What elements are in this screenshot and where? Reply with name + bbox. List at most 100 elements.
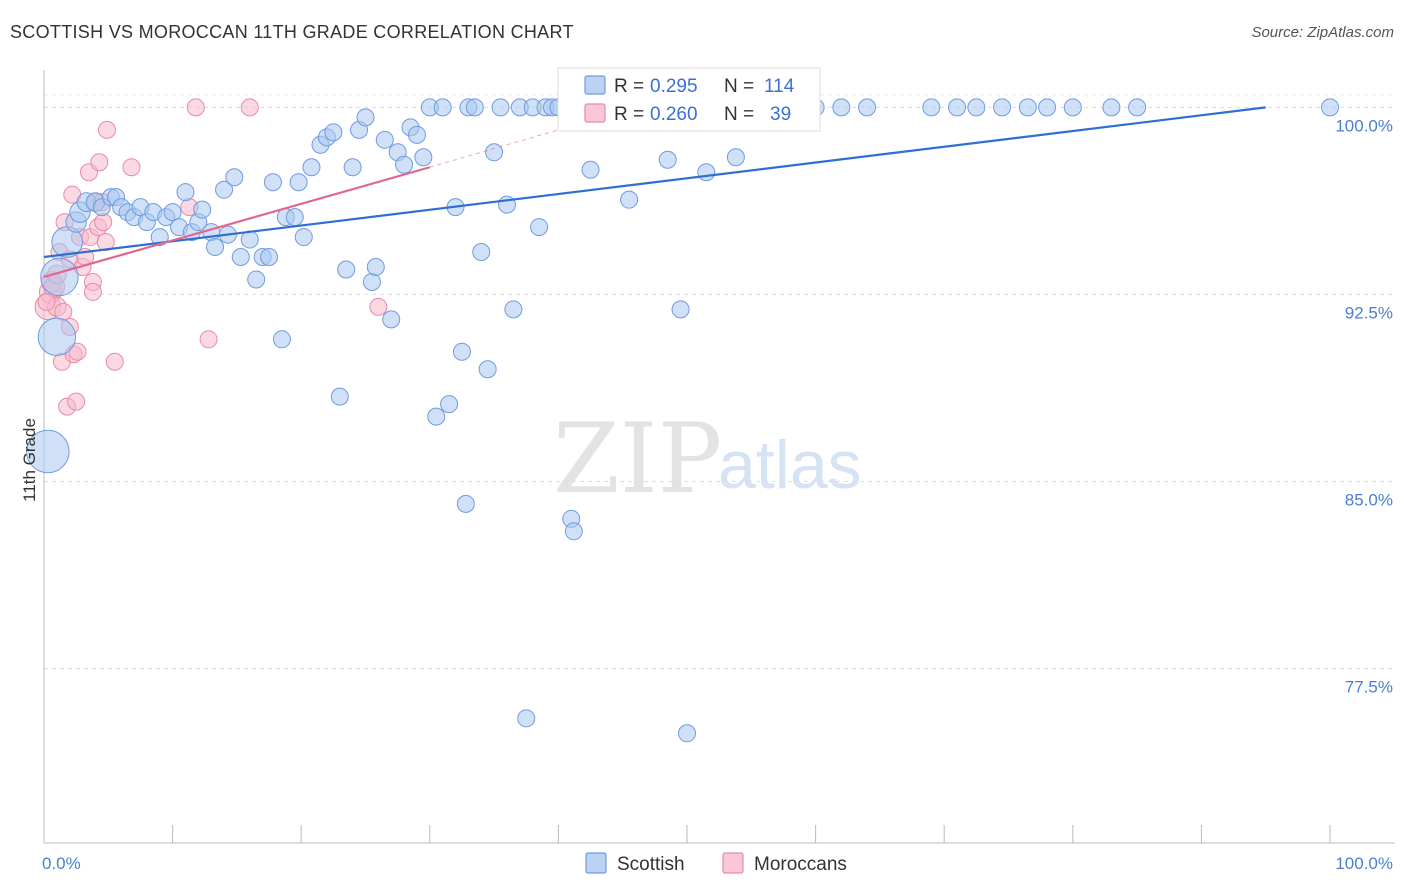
x-tick-label: 0.0%	[42, 854, 81, 873]
watermark-zip: ZIP	[553, 403, 722, 515]
scottish-point	[967, 98, 986, 117]
scottish-point	[337, 260, 356, 279]
moroccan-trendline	[43, 166, 431, 279]
scottish-point	[1128, 98, 1147, 117]
scottish-point	[215, 180, 234, 199]
scottish-point	[260, 248, 279, 267]
moroccan-point	[369, 297, 388, 316]
scottish-point	[948, 98, 967, 117]
scottish-point	[504, 300, 523, 319]
scottish-point	[517, 709, 536, 728]
scottish-point	[375, 130, 394, 149]
moroccan-legend-swatch	[584, 103, 606, 123]
scottish-point	[176, 183, 195, 202]
y-axis-label: 11th Grade	[20, 418, 39, 502]
scottish-bottom-label: Scottish	[617, 854, 685, 875]
scottish-point	[456, 494, 475, 513]
moroccan-bottom-label: Moroccans	[754, 854, 847, 875]
scottish-point	[452, 342, 471, 361]
scottish-point	[472, 243, 491, 262]
scottish-point	[658, 150, 677, 169]
moroccan-r-label: R =	[614, 104, 644, 125]
series-legend: Scottish Moroccans	[585, 852, 847, 875]
scottish-point	[37, 317, 77, 357]
watermark: ZIP atlas	[553, 403, 862, 515]
scottish-point	[478, 360, 497, 379]
watermark-atlas: atlas	[718, 427, 862, 503]
axes	[43, 70, 1395, 844]
scottish-point	[465, 98, 484, 117]
moroccan-r-value: 0.260	[650, 104, 698, 125]
scottish-point	[530, 218, 549, 237]
trend-lines	[43, 106, 1266, 279]
scottish-point	[302, 158, 321, 177]
scottish-n-value: 114	[764, 76, 795, 97]
grid-lines	[44, 94, 1395, 669]
scottish-point	[433, 98, 452, 117]
scottish-legend-swatch	[584, 75, 606, 95]
scottish-point	[1063, 98, 1082, 117]
scottish-point	[726, 148, 745, 167]
scottish-point	[263, 173, 282, 192]
moroccan-trendline-extension	[429, 121, 585, 168]
moroccan-point	[83, 282, 102, 301]
scottish-point	[231, 248, 250, 267]
scottish-point	[1321, 98, 1339, 117]
scottish-point	[832, 98, 851, 117]
scottish-point	[564, 522, 583, 541]
moroccan-point	[98, 120, 117, 139]
scottish-point	[1102, 98, 1121, 117]
scottish-point	[491, 98, 510, 117]
scottish-point	[620, 190, 639, 209]
chart-title: SCOTTISH VS MOROCCAN 11TH GRADE CORRELAT…	[10, 22, 574, 42]
scottish-point	[366, 257, 385, 276]
scottish-point	[395, 155, 414, 174]
moroccan-point	[68, 342, 87, 361]
x-tick-label: 100.0%	[1335, 854, 1393, 873]
moroccan-point	[240, 98, 259, 117]
moroccan-point	[37, 292, 56, 311]
stats-legend: R = 0.295 N = 114 R = 0.260 N = 39	[557, 67, 821, 132]
scottish-point	[285, 208, 304, 227]
scottish-point	[247, 270, 266, 289]
scottish-point	[225, 168, 244, 187]
scottish-r-label: R =	[614, 76, 644, 97]
moroccan-n-label: N =	[724, 104, 754, 125]
scottish-point	[206, 238, 225, 257]
scottish-point	[272, 330, 291, 349]
scottish-point	[324, 123, 343, 142]
scottish-point	[193, 200, 212, 219]
scottish-point	[678, 724, 696, 743]
moroccan-point	[122, 158, 141, 177]
scottish-point	[1038, 98, 1057, 117]
scottish-point	[163, 203, 182, 222]
scottish-n-label: N =	[724, 76, 754, 97]
scottish-point	[294, 228, 313, 247]
scottish-point	[993, 98, 1012, 117]
moroccan-point	[94, 213, 113, 232]
scottish-point	[330, 387, 349, 406]
moroccan-point	[186, 98, 205, 117]
moroccan-point	[199, 330, 218, 349]
scottish-point	[414, 148, 433, 167]
source-credit: Source: ZipAtlas.com	[1251, 24, 1394, 41]
moroccan-point	[67, 392, 86, 411]
scottish-point	[697, 163, 716, 182]
moroccan-point	[90, 153, 109, 172]
scottish-point	[485, 143, 504, 162]
scottish-point	[382, 310, 401, 329]
moroccan-series	[34, 98, 388, 416]
scottish-point	[427, 407, 446, 426]
scottish-point	[356, 108, 375, 127]
scottish-point	[440, 395, 459, 414]
y-tick-label: 77.5%	[1345, 677, 1393, 696]
moroccan-point	[105, 352, 124, 371]
scottish-point	[40, 257, 79, 297]
scottish-point	[671, 300, 690, 319]
scottish-point	[407, 125, 426, 144]
y-tick-label: 85.0%	[1345, 490, 1393, 509]
scottish-series	[26, 98, 1339, 743]
moroccan-n-value: 39	[770, 104, 791, 125]
scottish-point	[289, 173, 308, 192]
